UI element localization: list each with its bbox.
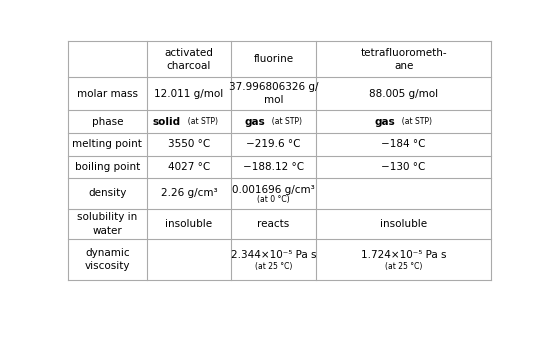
Text: gas: gas: [244, 117, 265, 127]
Text: −188.12 °C: −188.12 °C: [243, 162, 304, 172]
Text: 0.001696 g/cm³: 0.001696 g/cm³: [232, 185, 315, 195]
Text: 12.011 g/mol: 12.011 g/mol: [154, 89, 223, 99]
Text: −219.6 °C: −219.6 °C: [246, 139, 301, 149]
Text: 88.005 g/mol: 88.005 g/mol: [369, 89, 438, 99]
Text: (at 25 °C): (at 25 °C): [255, 262, 292, 271]
Text: activated
charcoal: activated charcoal: [164, 48, 213, 71]
Text: 3550 °C: 3550 °C: [168, 139, 210, 149]
Text: (at 25 °C): (at 25 °C): [385, 262, 422, 271]
Text: 2.344×10⁻⁵ Pa s: 2.344×10⁻⁵ Pa s: [231, 249, 316, 259]
Text: −130 °C: −130 °C: [382, 162, 426, 172]
Text: melting point: melting point: [73, 139, 143, 149]
Text: boiling point: boiling point: [75, 162, 140, 172]
Text: solubility in
water: solubility in water: [78, 213, 138, 236]
Text: insoluble: insoluble: [380, 219, 427, 229]
Text: (at STP): (at STP): [267, 117, 302, 126]
Text: 1.724×10⁻⁵ Pa s: 1.724×10⁻⁵ Pa s: [361, 249, 446, 259]
Text: (at STP): (at STP): [397, 117, 432, 126]
Text: (at 0 °C): (at 0 °C): [257, 195, 290, 204]
Text: 37.996806326 g/
mol: 37.996806326 g/ mol: [229, 82, 318, 106]
Text: reacts: reacts: [257, 219, 289, 229]
Text: gas: gas: [375, 117, 395, 127]
Text: −184 °C: −184 °C: [381, 139, 426, 149]
Text: density: density: [88, 188, 127, 198]
Text: 4027 °C: 4027 °C: [168, 162, 210, 172]
Text: molar mass: molar mass: [77, 89, 138, 99]
Text: fluorine: fluorine: [253, 54, 294, 64]
Text: (at STP): (at STP): [182, 117, 217, 126]
Text: tetrafluorometh-
ane: tetrafluorometh- ane: [360, 48, 447, 71]
Text: insoluble: insoluble: [165, 219, 212, 229]
Text: 2.26 g/cm³: 2.26 g/cm³: [161, 188, 217, 198]
Text: solid: solid: [152, 117, 180, 127]
Text: dynamic
viscosity: dynamic viscosity: [85, 248, 130, 272]
Text: phase: phase: [92, 117, 123, 127]
